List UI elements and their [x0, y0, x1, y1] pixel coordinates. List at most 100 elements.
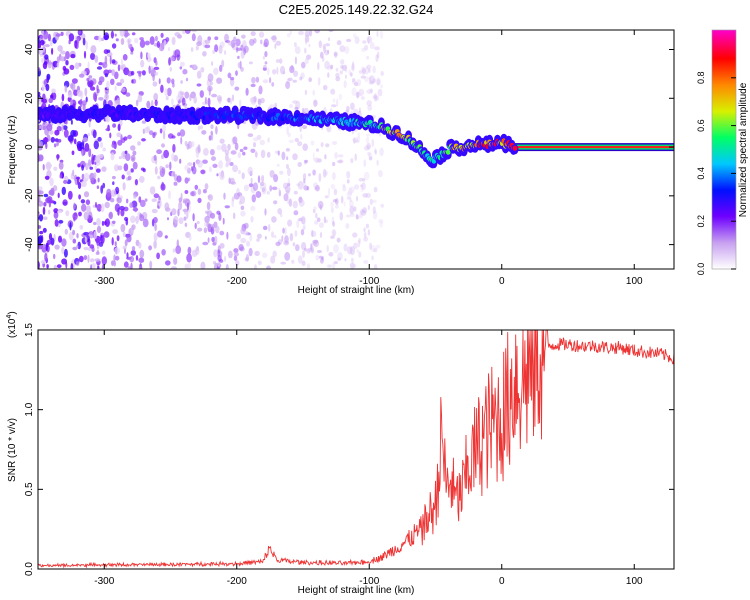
heatmap-cell — [273, 234, 277, 239]
heatmap-cell — [95, 251, 100, 255]
heatmap-cell — [243, 230, 249, 236]
heatmap-cell — [346, 171, 351, 179]
y-tick-label: 0.0 — [24, 562, 35, 576]
heatmap-cell — [367, 151, 371, 156]
heatmap-cell — [344, 258, 347, 262]
heatmap-cell — [368, 80, 375, 85]
heatmap-cell — [234, 86, 240, 91]
heatmap-cell — [175, 245, 182, 255]
heatmap-cell — [366, 142, 371, 150]
heatmap-cell — [317, 250, 322, 253]
heatmap-cell — [121, 174, 125, 180]
heatmap-cell — [236, 233, 242, 240]
heatmap-cell — [362, 40, 367, 44]
heatmap-cell — [271, 216, 277, 223]
heatmap-cell — [153, 154, 157, 161]
heatmap-cell — [63, 129, 69, 138]
heatmap-cell — [246, 240, 251, 247]
heatmap-cell — [62, 125, 68, 130]
heatmap-cell — [114, 85, 117, 91]
heatmap-cell — [82, 37, 86, 46]
heatmap-cell — [139, 213, 143, 219]
heatmap-cell — [79, 224, 84, 230]
heatmap-cell — [72, 246, 78, 251]
heatmap-cell — [211, 213, 216, 219]
heatmap-cell — [240, 237, 247, 244]
heatmap-cell — [235, 70, 238, 76]
heatmap-cell — [298, 196, 303, 204]
heatmap-cell — [352, 33, 357, 39]
heatmap-cell — [294, 46, 301, 55]
heatmap-cell — [262, 79, 269, 84]
heatmap-cell — [144, 198, 148, 202]
heatmap-cell — [79, 98, 83, 108]
snr-y-axis-label: SNR (10 * v/v) — [7, 418, 18, 482]
heatmap-cell — [359, 184, 364, 188]
heatmap-cell — [172, 248, 176, 253]
heatmap-cell — [42, 227, 47, 233]
heatmap-cell — [162, 124, 167, 133]
heatmap-cell — [148, 245, 153, 251]
heatmap-cell — [324, 49, 329, 56]
heatmap-cell — [287, 167, 291, 177]
heatmap-cell — [42, 44, 46, 53]
heatmap-cell — [230, 150, 237, 155]
heatmap-cell — [380, 84, 383, 89]
heatmap-cell — [302, 124, 308, 130]
heatmap-cell — [266, 191, 270, 195]
heatmap-cell — [70, 83, 74, 89]
heatmap-cell — [79, 142, 85, 151]
heatmap-cell — [137, 94, 143, 103]
heatmap-cell — [301, 242, 307, 251]
heatmap-cell — [79, 160, 86, 168]
heatmap-cell — [250, 205, 256, 211]
colorbar-tick-label: 0.8 — [696, 72, 706, 85]
heatmap-cell — [120, 38, 125, 45]
heatmap-cell — [171, 36, 176, 46]
heatmap-cell — [339, 45, 346, 53]
heatmap-cell — [312, 208, 316, 214]
heatmap-cell — [292, 79, 298, 83]
heatmap-cell — [67, 91, 73, 98]
heatmap-cell — [126, 170, 131, 176]
heatmap-cell — [352, 137, 359, 143]
heatmap-cell — [366, 64, 372, 70]
heatmap-cell — [93, 172, 97, 179]
heatmap-cell — [271, 231, 274, 238]
heatmap-cell — [187, 162, 193, 167]
heatmap-cell — [219, 230, 225, 236]
heatmap-cell — [355, 214, 360, 220]
heatmap-cell — [91, 263, 96, 269]
heatmap-cell — [122, 231, 126, 238]
heatmap-cell — [326, 125, 332, 133]
heatmap-cell — [78, 211, 82, 217]
heatmap-cell — [81, 203, 87, 212]
heatmap-band-core — [515, 146, 674, 149]
heatmap-cell — [221, 143, 227, 152]
heatmap-cell — [123, 163, 129, 172]
heatmap-cell — [313, 99, 318, 104]
heatmap-cell — [373, 264, 378, 269]
heatmap-cell — [94, 258, 101, 262]
heatmap-cell — [200, 169, 206, 174]
heatmap-cell — [93, 231, 98, 240]
heatmap-cell — [335, 72, 340, 78]
heatmap-cell — [204, 96, 207, 105]
heatmap-cell — [343, 201, 346, 207]
snr-exponent-label: (x104) — [6, 311, 18, 338]
heatmap-cell — [106, 188, 112, 198]
heatmap-cell — [240, 66, 244, 72]
heatmap-cell — [317, 77, 321, 86]
heatmap-cell — [184, 222, 188, 227]
heatmap-cell — [349, 246, 355, 256]
heatmap-cell — [257, 98, 262, 106]
heatmap-cell — [250, 83, 256, 88]
heatmap-cell — [293, 190, 298, 195]
heatmap-cell — [332, 172, 336, 181]
figure-title: C2E5.2025.149.22.32.G24 — [279, 2, 434, 17]
heatmap-cell — [248, 183, 254, 188]
heatmap-cell — [334, 204, 339, 209]
heatmap-cell — [340, 195, 344, 204]
heatmap-cell — [336, 160, 343, 164]
heatmap-cell — [243, 45, 249, 53]
